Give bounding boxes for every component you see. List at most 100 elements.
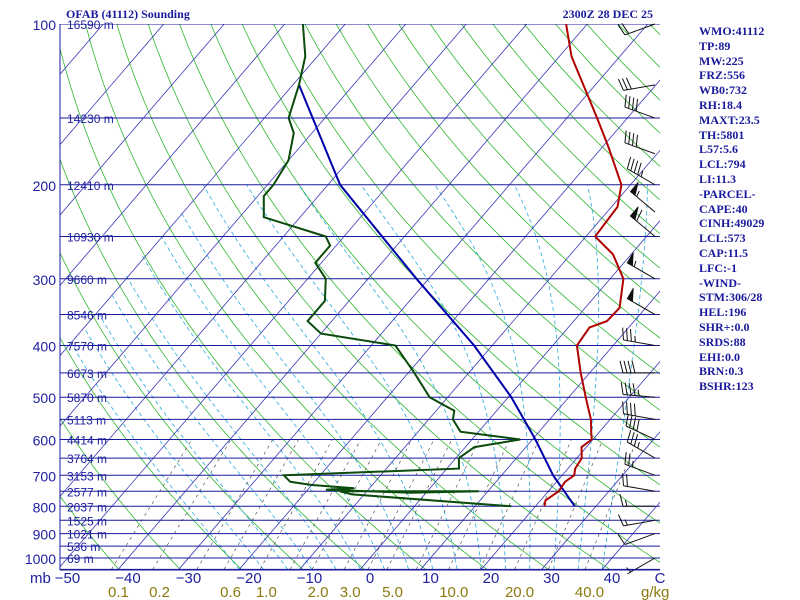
barb-feather (629, 328, 632, 342)
dewpoint-trace (262, 24, 521, 508)
barb-feather (630, 158, 635, 171)
wind-barb (622, 473, 656, 492)
barb-feather (625, 77, 632, 90)
index-item: CINH:49029 (699, 216, 765, 231)
moist-adiabat (70, 342, 240, 570)
temperature-label: −10 (297, 570, 322, 587)
barb-half-feather (640, 170, 644, 177)
mixing-ratio-label: 5.0 (382, 584, 403, 600)
wind-barb (629, 182, 656, 213)
temperature-label: 30 (543, 570, 560, 587)
moist-adiabat (298, 184, 482, 570)
wind-barb (617, 23, 656, 36)
moist-adiabat (180, 211, 410, 570)
barb-feather (630, 432, 635, 445)
barb-feather (626, 474, 628, 487)
moist-adiabat (125, 274, 337, 570)
wind-barb (626, 430, 656, 459)
pressure-unit-label: mb (30, 570, 51, 587)
barb-staff (627, 557, 656, 575)
isotherm (60, 24, 225, 216)
barb-feather (619, 360, 624, 373)
barb-feather (622, 327, 624, 340)
index-item: CAP:11.5 (699, 245, 748, 260)
barb-staff (625, 425, 656, 440)
dry-adiabat (304, 24, 660, 411)
barb-feather (631, 133, 635, 146)
barb-feather (636, 418, 640, 432)
barb-feather (622, 401, 624, 414)
temperature-label: 0 (366, 570, 374, 587)
dry-adiabat (60, 158, 365, 570)
mixing-ratio-unit-label: g/kg (641, 584, 669, 600)
isotherm (60, 24, 165, 146)
barb-staff (623, 84, 656, 91)
barb-feather (625, 413, 629, 427)
height-label: 7570 m (67, 340, 107, 354)
barb-feather (623, 360, 628, 373)
barb-feather (632, 383, 636, 396)
index-item: SHR+:0.0 (699, 319, 750, 334)
isotherm (480, 360, 660, 570)
height-label: 1021 m (67, 528, 107, 542)
barb-staff (627, 168, 656, 186)
dry-adiabat (398, 24, 660, 304)
index-item: WMO:41112 (699, 24, 765, 38)
isotherm (60, 24, 528, 568)
height-label: 5113 m (67, 413, 106, 427)
index-item: -WIND- (699, 275, 741, 290)
temperature-label: 40 (604, 570, 621, 587)
temperature-trace (543, 24, 625, 507)
mixing-ratio-label: 0.6 (220, 584, 241, 600)
mixing-ratio-line (344, 439, 413, 570)
dry-adiabat (429, 24, 660, 269)
mixing-ratio-label: 3.0 (340, 584, 361, 600)
barb-feather (621, 78, 628, 90)
moist-adiabat (513, 184, 561, 570)
mixing-ratio-label: 0.1 (108, 584, 129, 600)
height-label: 12410 m (67, 179, 114, 193)
barb-feather (626, 156, 632, 169)
barb-flag (629, 206, 639, 221)
height-label: 9660 m (67, 273, 107, 287)
index-item: LCL:573 (699, 231, 746, 246)
pressure-label: 900 (33, 527, 57, 543)
index-item: BRN:0.3 (699, 364, 744, 379)
wind-barb (629, 206, 656, 237)
index-item: TP:89 (699, 38, 731, 53)
index-item: MW:225 (699, 53, 744, 68)
barb-staff (623, 519, 656, 527)
barb-half-feather (625, 500, 628, 507)
barb-flag (626, 287, 634, 303)
barb-half-feather (636, 190, 640, 197)
barb-feather (624, 451, 627, 465)
temperature-label: −50 (55, 570, 80, 587)
barb-flag (626, 252, 634, 267)
wind-barb (617, 77, 656, 91)
barb-staff (623, 339, 656, 346)
barb-feather (624, 94, 627, 108)
height-label: 2577 m (67, 485, 107, 499)
barb-half-feather (633, 260, 637, 267)
barb-feather (633, 434, 639, 447)
barb-feather (620, 382, 624, 395)
mixing-ratio-label: 2.0 (308, 584, 329, 600)
station-title: OFAB (41112) Sounding (66, 7, 190, 21)
index-item: -PARCEL- (699, 186, 756, 201)
barb-half-feather (631, 460, 634, 468)
isotherm (420, 290, 660, 570)
index-item: TH:5801 (699, 127, 745, 142)
barb-feather (622, 473, 624, 486)
index-item: SRDS:88 (699, 334, 746, 349)
height-label: 536 m (67, 540, 100, 554)
wind-barb (626, 252, 656, 280)
mixing-ratio-line (111, 439, 193, 570)
moist-adiabat (202, 184, 434, 570)
moist-adiabat (110, 293, 313, 570)
temperature-label: 10 (422, 570, 439, 587)
barb-feather (628, 382, 632, 396)
pressure-label: 700 (33, 468, 57, 484)
barb-feather (617, 24, 626, 36)
moist-adiabat (97, 311, 289, 570)
